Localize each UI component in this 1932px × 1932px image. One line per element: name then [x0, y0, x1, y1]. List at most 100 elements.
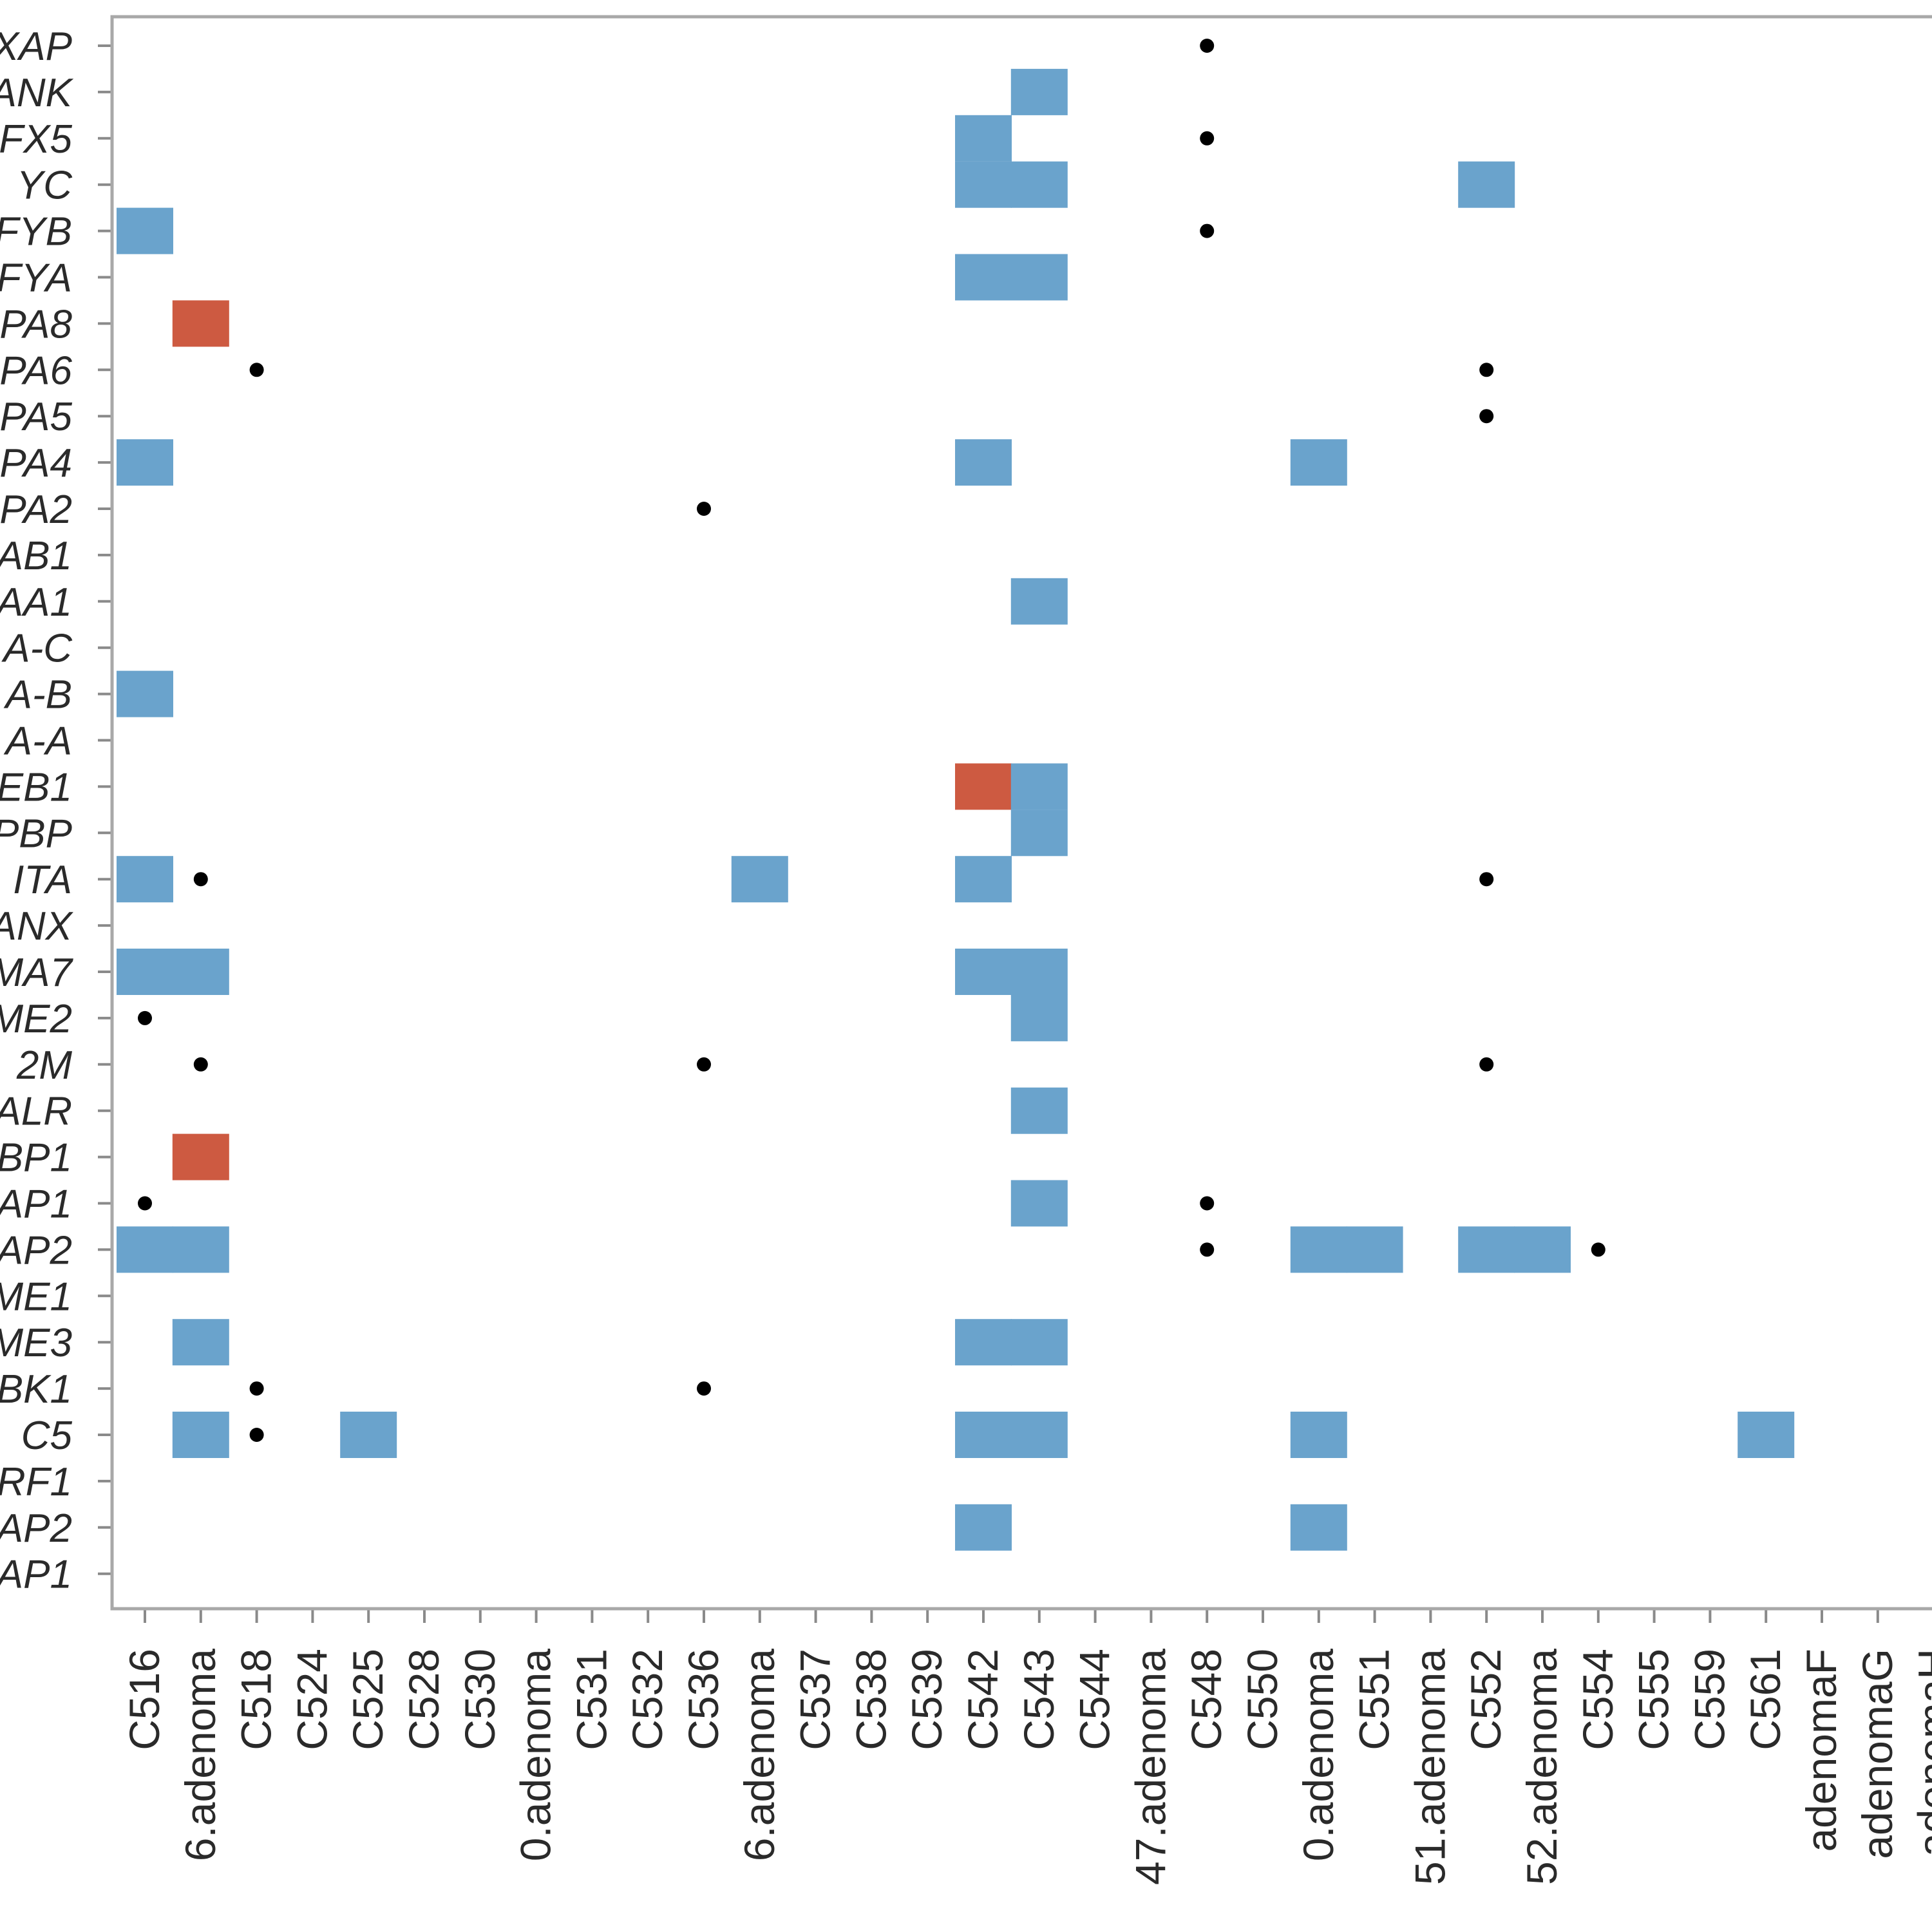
blue-cell — [1346, 1226, 1403, 1273]
column-label: C538 — [847, 1649, 895, 1750]
column-label: C532 — [623, 1649, 671, 1750]
row-label: PA6 — [0, 348, 73, 393]
row-label: ITA — [13, 858, 72, 902]
column-label: 51.adenoma — [1406, 1649, 1454, 1885]
blue-cell — [1010, 994, 1068, 1041]
column-label: C561 — [1741, 1649, 1789, 1750]
row-label: ALR — [0, 1090, 72, 1134]
row-label: PA2 — [0, 488, 72, 532]
row-labels: XAPANKFX5YCFYBFYAPA8PA6PA5PA4PA2AB1AA1A-… — [0, 24, 74, 1597]
heatmap-cells — [117, 68, 1795, 1551]
red-cell — [172, 1133, 229, 1180]
column-label: C539 — [903, 1649, 951, 1750]
column-label: C516 — [120, 1649, 168, 1750]
marker-dot — [1200, 1242, 1215, 1257]
row-label: FX5 — [0, 117, 73, 162]
blue-cell — [1290, 1226, 1347, 1273]
column-label: C543 — [1015, 1649, 1063, 1750]
column-label: C542 — [959, 1649, 1007, 1750]
marker-dot — [249, 363, 264, 377]
blue-cell — [117, 949, 173, 995]
row-label: MA7 — [0, 951, 74, 995]
blue-cell — [117, 670, 173, 717]
blue-cell — [1010, 1087, 1068, 1134]
column-label: C554 — [1574, 1649, 1622, 1750]
marker-dot — [1479, 872, 1494, 887]
blue-cell — [1010, 254, 1068, 301]
blue-cell — [1738, 1412, 1795, 1458]
row-label: PA8 — [0, 302, 73, 346]
blue-cell — [1010, 763, 1068, 810]
row-label: ANX — [0, 904, 74, 949]
blue-cell — [1514, 1226, 1571, 1273]
row-label: RF1 — [0, 1460, 72, 1504]
marker-dot — [1200, 1196, 1215, 1211]
row-label: EB1 — [0, 765, 72, 810]
marker-dot — [1200, 39, 1215, 53]
marker-dots — [138, 39, 1605, 1442]
column-label: C550 — [1238, 1649, 1286, 1750]
row-label: ME2 — [0, 997, 72, 1041]
row-label: BP1 — [0, 1136, 72, 1180]
blue-cell — [117, 1226, 173, 1273]
blue-cell — [172, 1226, 229, 1273]
blue-cell — [340, 1412, 397, 1458]
row-label: BK1 — [0, 1367, 72, 1412]
row-label: AA1 — [0, 580, 72, 625]
row-label: YC — [17, 164, 73, 208]
column-label: 6.adenoma — [176, 1649, 224, 1862]
row-label: FYA — [0, 256, 72, 301]
column-label: C528 — [400, 1649, 448, 1750]
row-label: C5 — [21, 1414, 73, 1458]
axis-ticks — [98, 44, 1879, 1623]
marker-dot — [1479, 1057, 1494, 1072]
column-label: 6.adenoma — [735, 1649, 783, 1862]
row-label: AB1 — [0, 534, 72, 578]
column-label: 0.adenoma — [1294, 1649, 1342, 1862]
blue-cell — [1290, 1412, 1347, 1458]
blue-cell — [1010, 68, 1068, 115]
marker-dot — [1200, 223, 1215, 238]
column-label: C551 — [1350, 1649, 1398, 1750]
blue-cell — [172, 1319, 229, 1366]
blue-cell — [1458, 161, 1515, 208]
column-label: adenomaH — [1909, 1649, 1932, 1857]
blue-cell — [172, 1412, 229, 1458]
column-label: C537 — [791, 1649, 839, 1750]
blue-cell — [117, 207, 173, 254]
plot-frame — [110, 15, 1932, 1611]
marker-dot — [697, 502, 711, 516]
marker-dot — [193, 1057, 208, 1072]
column-label: C536 — [679, 1649, 727, 1750]
blue-cell — [731, 856, 788, 903]
column-label: 52.adenoma — [1518, 1649, 1566, 1885]
row-label: AP2 — [0, 1228, 72, 1273]
row-label: PA4 — [0, 441, 72, 486]
column-label: C552 — [1462, 1649, 1510, 1750]
column-label: C548 — [1182, 1649, 1230, 1750]
marker-dot — [138, 1010, 152, 1025]
blue-cell — [117, 856, 173, 903]
blue-cell — [1010, 161, 1068, 208]
column-label: adenomaG — [1853, 1649, 1901, 1859]
marker-dot — [1479, 363, 1494, 377]
marker-dot — [697, 1381, 711, 1396]
blue-cell — [172, 949, 229, 995]
blue-cell — [1010, 578, 1068, 625]
row-label: PBP — [0, 811, 72, 856]
marker-dot — [1591, 1242, 1605, 1257]
blue-cell — [1290, 439, 1347, 486]
column-label: C518 — [232, 1649, 280, 1750]
marker-dot — [249, 1381, 264, 1396]
column-label: C559 — [1685, 1649, 1733, 1750]
row-label: ANK — [0, 71, 74, 115]
row-label: AP2 — [0, 1506, 72, 1551]
blue-cell — [955, 254, 1012, 301]
row-label: FYB — [0, 210, 72, 254]
column-label: 47.adenoma — [1126, 1649, 1174, 1885]
blue-cell — [955, 115, 1012, 162]
marker-dot — [193, 872, 208, 887]
column-label: C555 — [1630, 1649, 1678, 1750]
column-labels: C516 6.adenoma C518 C524 C525 C528 C530 0.adeno… — [120, 1649, 1932, 1885]
blue-cell — [1010, 1412, 1068, 1458]
